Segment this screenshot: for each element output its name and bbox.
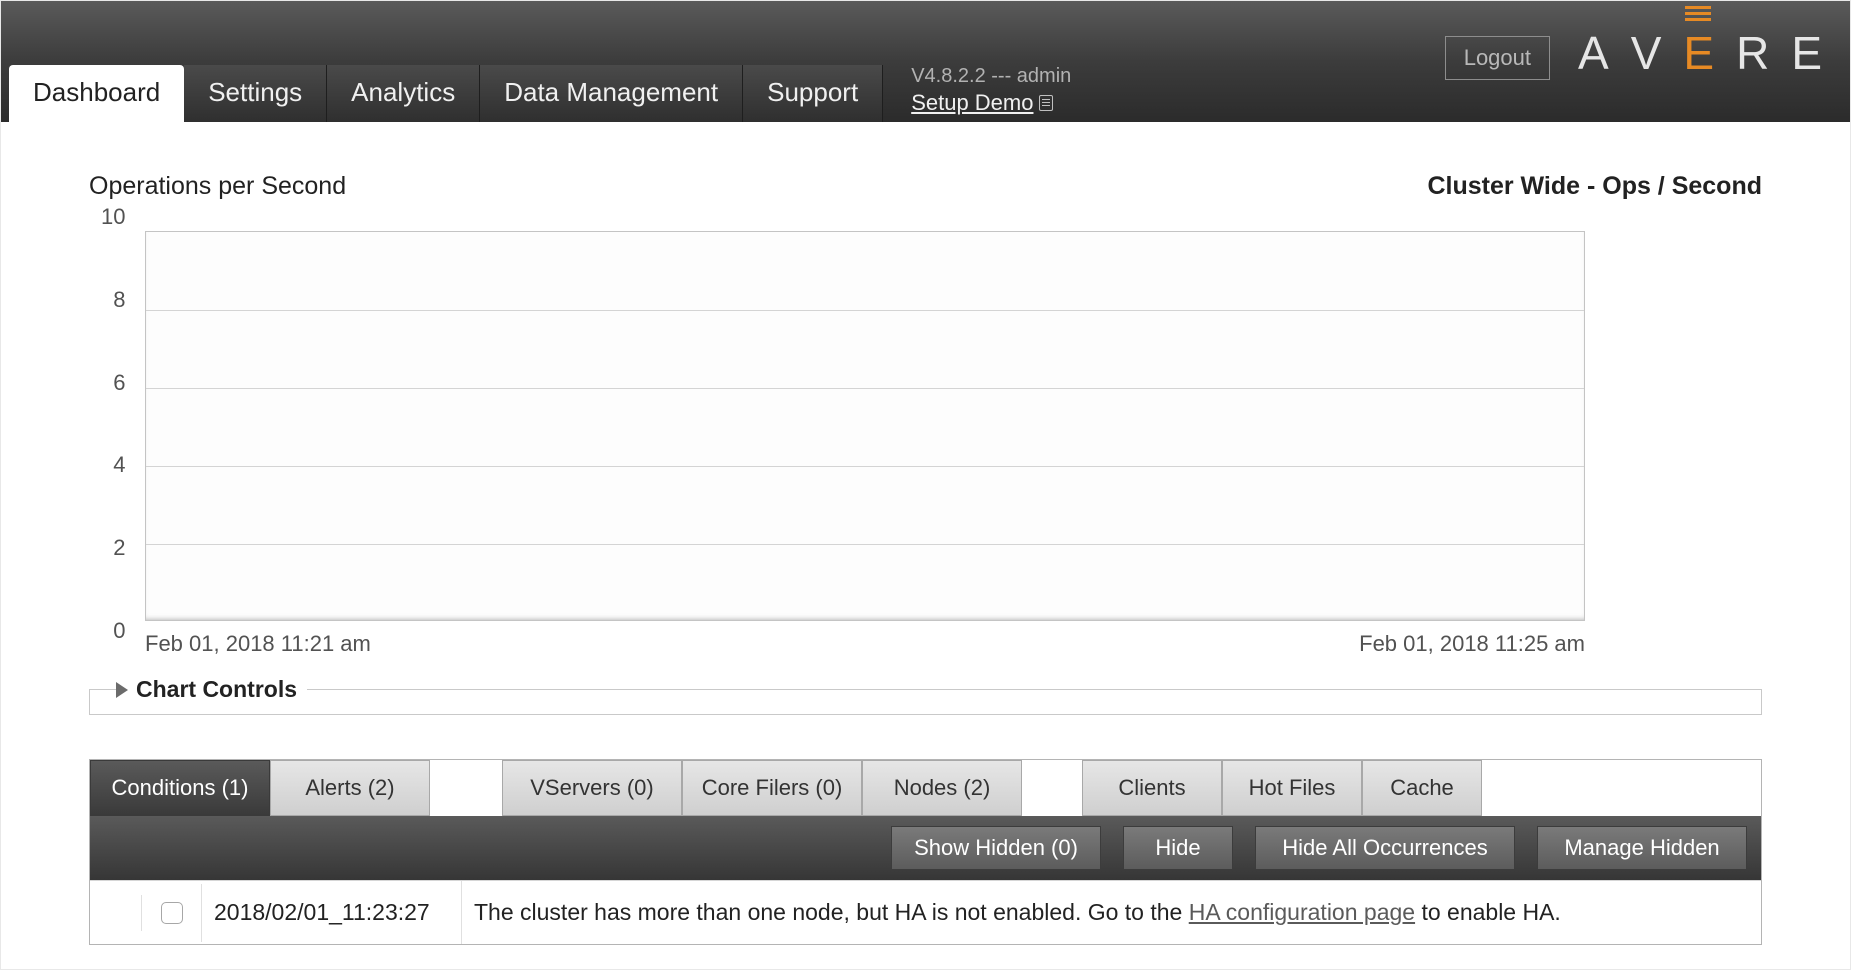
caret-right-icon: [116, 682, 128, 698]
panel-tab-vservers-0[interactable]: VServers (0): [502, 760, 682, 816]
panel-tab-conditions-1[interactable]: Conditions (1): [90, 760, 270, 816]
row-checkbox[interactable]: [161, 902, 183, 924]
chart-title-right: Cluster Wide - Ops / Second: [1427, 172, 1762, 201]
main-nav: DashboardSettingsAnalyticsData Managemen…: [1, 65, 883, 122]
row-checkbox-cell: [142, 884, 202, 942]
logo-letter-accent: E: [1683, 26, 1714, 80]
toolbar-button-hide-all-occurrences[interactable]: Hide All Occurrences: [1255, 826, 1515, 870]
panel-tab-alerts-2[interactable]: Alerts (2): [270, 760, 430, 816]
panel-toolbar: Show Hidden (0) Hide Hide All Occurrences M…: [90, 816, 1761, 880]
chart-plot[interactable]: [145, 231, 1585, 621]
x-start-label: Feb 01, 2018 11:21 am: [145, 631, 371, 657]
gridline: [146, 466, 1584, 467]
toolbar-button-hide[interactable]: Hide: [1123, 826, 1233, 870]
nav-tab-settings[interactable]: Settings: [184, 65, 327, 122]
gridline: [146, 544, 1584, 545]
brand-logo: A V E R E: [1578, 26, 1822, 80]
toolbar-button-show-hidden-0[interactable]: Show Hidden (0): [891, 826, 1101, 870]
chart-y-axis: 1086420: [101, 217, 125, 631]
version-text: V4.8.2.2 --- admin: [911, 65, 1071, 88]
chart-controls-fieldset: Chart Controls: [89, 689, 1762, 715]
condition-row: 2018/02/01_11:23:27 The cluster has more …: [90, 880, 1761, 944]
chart-controls-toggle[interactable]: Chart Controls: [116, 676, 307, 703]
setup-demo-label: Setup Demo: [911, 90, 1033, 116]
panel-tab-cache[interactable]: Cache: [1362, 760, 1482, 816]
panel-tabs: Conditions (1)Alerts (2) VServers (0)Core…: [90, 760, 1761, 816]
panel-tab-hot-files[interactable]: Hot Files: [1222, 760, 1362, 816]
chart-area: 1086420 Feb 01, 2018 11:21 am Feb 01, 20…: [145, 231, 1762, 657]
panel-tab-clients[interactable]: Clients: [1082, 760, 1222, 816]
toolbar-button-manage-hidden[interactable]: Manage Hidden: [1537, 826, 1747, 870]
nav-tab-dashboard[interactable]: Dashboard: [9, 65, 184, 122]
row-expand-cell[interactable]: [90, 895, 142, 931]
main-content: Operations per Second Cluster Wide - Ops…: [1, 122, 1850, 965]
row-message: The cluster has more than one node, but …: [462, 881, 1761, 944]
row-message-text: The cluster has more than one node, but …: [474, 899, 1189, 925]
tab-spacer: [430, 760, 502, 816]
gridline: [146, 310, 1584, 311]
x-end-label: Feb 01, 2018 11:25 am: [1359, 631, 1585, 657]
panel-tab-core-filers-0[interactable]: Core Filers (0): [682, 760, 862, 816]
logo-letter: E: [1791, 26, 1822, 80]
logout-button[interactable]: Logout: [1445, 36, 1550, 80]
logo-letter: V: [1631, 26, 1662, 80]
chart-header: Operations per Second Cluster Wide - Ops…: [89, 172, 1762, 201]
app-header: Logout A V E R E DashboardSettingsAnalyt…: [1, 1, 1850, 122]
setup-demo-link[interactable]: Setup Demo: [911, 90, 1071, 116]
document-icon: [1039, 95, 1053, 111]
ha-configuration-link[interactable]: HA configuration page: [1189, 899, 1415, 925]
nav-tab-support[interactable]: Support: [743, 65, 883, 122]
logo-letter: R: [1736, 26, 1769, 80]
nav-tab-analytics[interactable]: Analytics: [327, 65, 480, 122]
chart-title-left: Operations per Second: [89, 172, 346, 201]
logo-accent-bars: [1685, 6, 1711, 24]
nav-tab-data-management[interactable]: Data Management: [480, 65, 743, 122]
logo-letter: A: [1578, 26, 1609, 80]
tab-spacer: [1022, 760, 1082, 816]
panel-tab-nodes-2[interactable]: Nodes (2): [862, 760, 1022, 816]
chart-x-axis: Feb 01, 2018 11:21 am Feb 01, 2018 11:25…: [145, 631, 1585, 657]
status-panel: Conditions (1)Alerts (2) VServers (0)Core…: [89, 759, 1762, 945]
version-area: V4.8.2.2 --- admin Setup Demo: [883, 65, 1071, 122]
chart-controls-label: Chart Controls: [136, 676, 297, 703]
row-message-text: to enable HA.: [1415, 899, 1561, 925]
gridline: [146, 388, 1584, 389]
row-timestamp: 2018/02/01_11:23:27: [202, 881, 462, 944]
